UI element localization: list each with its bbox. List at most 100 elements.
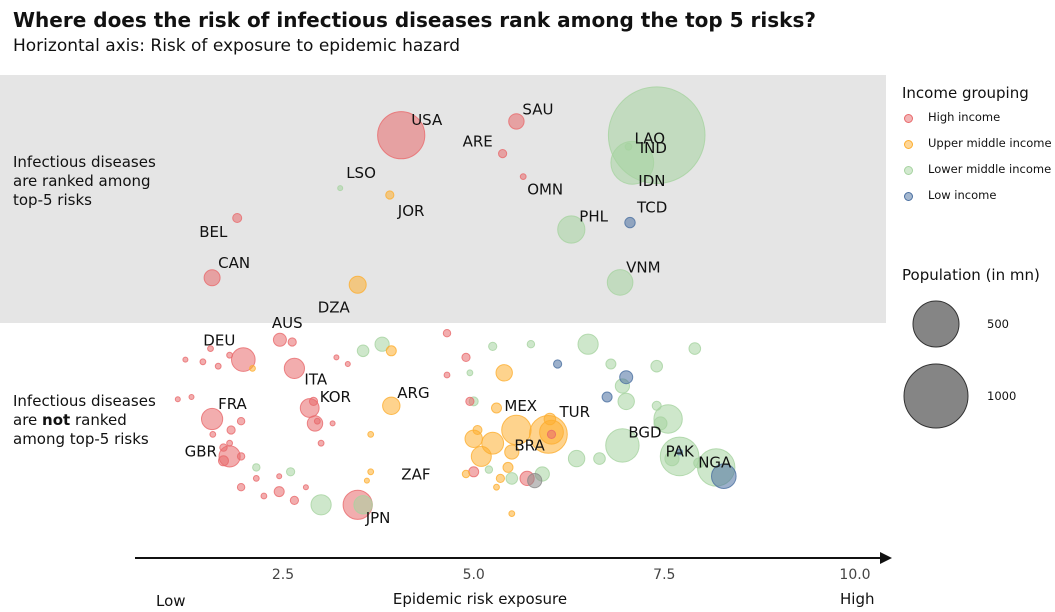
point-111 (443, 371, 451, 379)
label-deu: DEU (203, 332, 235, 350)
point-jor (385, 190, 395, 200)
point-83 (188, 394, 195, 400)
label-bel: BEL (199, 223, 228, 241)
point-35 (553, 359, 563, 369)
legend-swatch-upper (904, 140, 913, 149)
label-kor: KOR (320, 388, 351, 406)
point-sau (508, 113, 525, 130)
band-label-top: Infectious diseases are ranked among top… (13, 153, 156, 210)
size-legend-label-500: 500 (987, 317, 1009, 331)
point-59 (693, 457, 705, 469)
point-107 (442, 329, 452, 338)
point-96 (219, 443, 228, 452)
point-44 (664, 451, 680, 467)
label-ind: IND (640, 139, 667, 157)
x-tick-label: 2.5 (272, 567, 294, 583)
point-55 (286, 467, 296, 477)
point-92 (333, 354, 340, 361)
legend-swatch-lower (904, 166, 913, 175)
point-38 (651, 400, 662, 411)
point-57 (374, 336, 390, 352)
label-ita: ITA (304, 370, 327, 388)
label-lso: LSO (346, 164, 376, 182)
point-94 (226, 425, 236, 435)
point-102 (260, 492, 268, 500)
point-63 (495, 364, 513, 382)
x-tick-label: 7.5 (653, 567, 675, 583)
point-80 (226, 351, 234, 359)
point-58 (526, 340, 536, 349)
point-64 (491, 402, 502, 414)
point-52 (353, 495, 373, 515)
point-84 (207, 345, 214, 353)
point-90 (317, 439, 325, 447)
x-tick-label: 10.0 (839, 567, 870, 583)
x-axis-title: Epidemic risk exposure (393, 590, 567, 608)
x-tick-label: 5.0 (463, 567, 485, 583)
point-76 (367, 431, 375, 438)
point-53 (310, 494, 332, 516)
point-46 (676, 448, 683, 456)
x-axis-arrow (880, 552, 892, 564)
point-67 (504, 444, 520, 460)
band-label-bottom-line2: are not ranked (13, 411, 156, 430)
income-legend-title: Income grouping (902, 84, 1029, 102)
point-74 (543, 412, 557, 426)
band-label-bottom-line3: among top-5 risks (13, 430, 149, 448)
label-can: CAN (218, 254, 250, 272)
size-legend-circles (903, 300, 969, 429)
point-43 (593, 452, 606, 465)
label-sau: SAU (522, 100, 553, 118)
legend-label-upper: Upper middle income (928, 136, 1052, 150)
point-idn (610, 140, 655, 185)
point-91 (344, 361, 351, 367)
legend-label-low: Low income (928, 188, 997, 202)
x-axis-high-label: High (840, 590, 874, 608)
point-usa (377, 111, 426, 160)
label-arg: ARG (397, 384, 429, 402)
label-vnm: VNM (626, 258, 660, 276)
size-legend: Population (in mn) 500 1000 (902, 266, 1040, 429)
point-tcd (624, 216, 636, 229)
label-dza: DZA (318, 299, 351, 317)
label-fra: FRA (218, 395, 247, 413)
top5-band (0, 75, 886, 323)
band-label-top-line2: are ranked among (13, 172, 151, 190)
point-vnm (606, 269, 634, 296)
point-dza (348, 275, 367, 294)
point-lao (624, 142, 633, 151)
point-104 (289, 495, 299, 505)
point-deu (231, 347, 256, 372)
label-zaf: ZAF (401, 465, 430, 483)
size-legend-circle-1000 (903, 363, 969, 429)
point-pak (659, 436, 700, 477)
point-108 (461, 352, 471, 362)
point-81 (214, 362, 222, 370)
size-legend-circle-500 (912, 300, 960, 348)
point-62 (527, 473, 543, 489)
point-phl (557, 215, 586, 244)
point-114 (546, 429, 557, 439)
point-105 (276, 473, 283, 480)
label-bgd: BGD (628, 423, 661, 441)
label-bra: BRA (514, 436, 545, 454)
point-112 (174, 396, 181, 403)
point-75 (385, 345, 397, 357)
point-30 (711, 463, 737, 490)
point-70 (461, 469, 471, 479)
point-51 (505, 472, 519, 485)
point-98 (236, 452, 246, 461)
chart-subtitle: Horizontal axis: Risk of exposure to epi… (13, 36, 461, 56)
point-113 (182, 356, 189, 363)
point-103 (273, 486, 285, 498)
point-aus (272, 332, 287, 347)
points-layer (174, 86, 737, 520)
point-mex (501, 414, 532, 446)
point-32 (577, 333, 599, 355)
point-60 (484, 465, 494, 474)
size-legend-title: Population (in mn) (902, 266, 1040, 284)
point-zaf (470, 445, 492, 467)
legend-item-high-income: High income (902, 108, 1029, 134)
point-100 (236, 483, 246, 492)
band-label-top-line1: Infectious diseases (13, 153, 156, 171)
